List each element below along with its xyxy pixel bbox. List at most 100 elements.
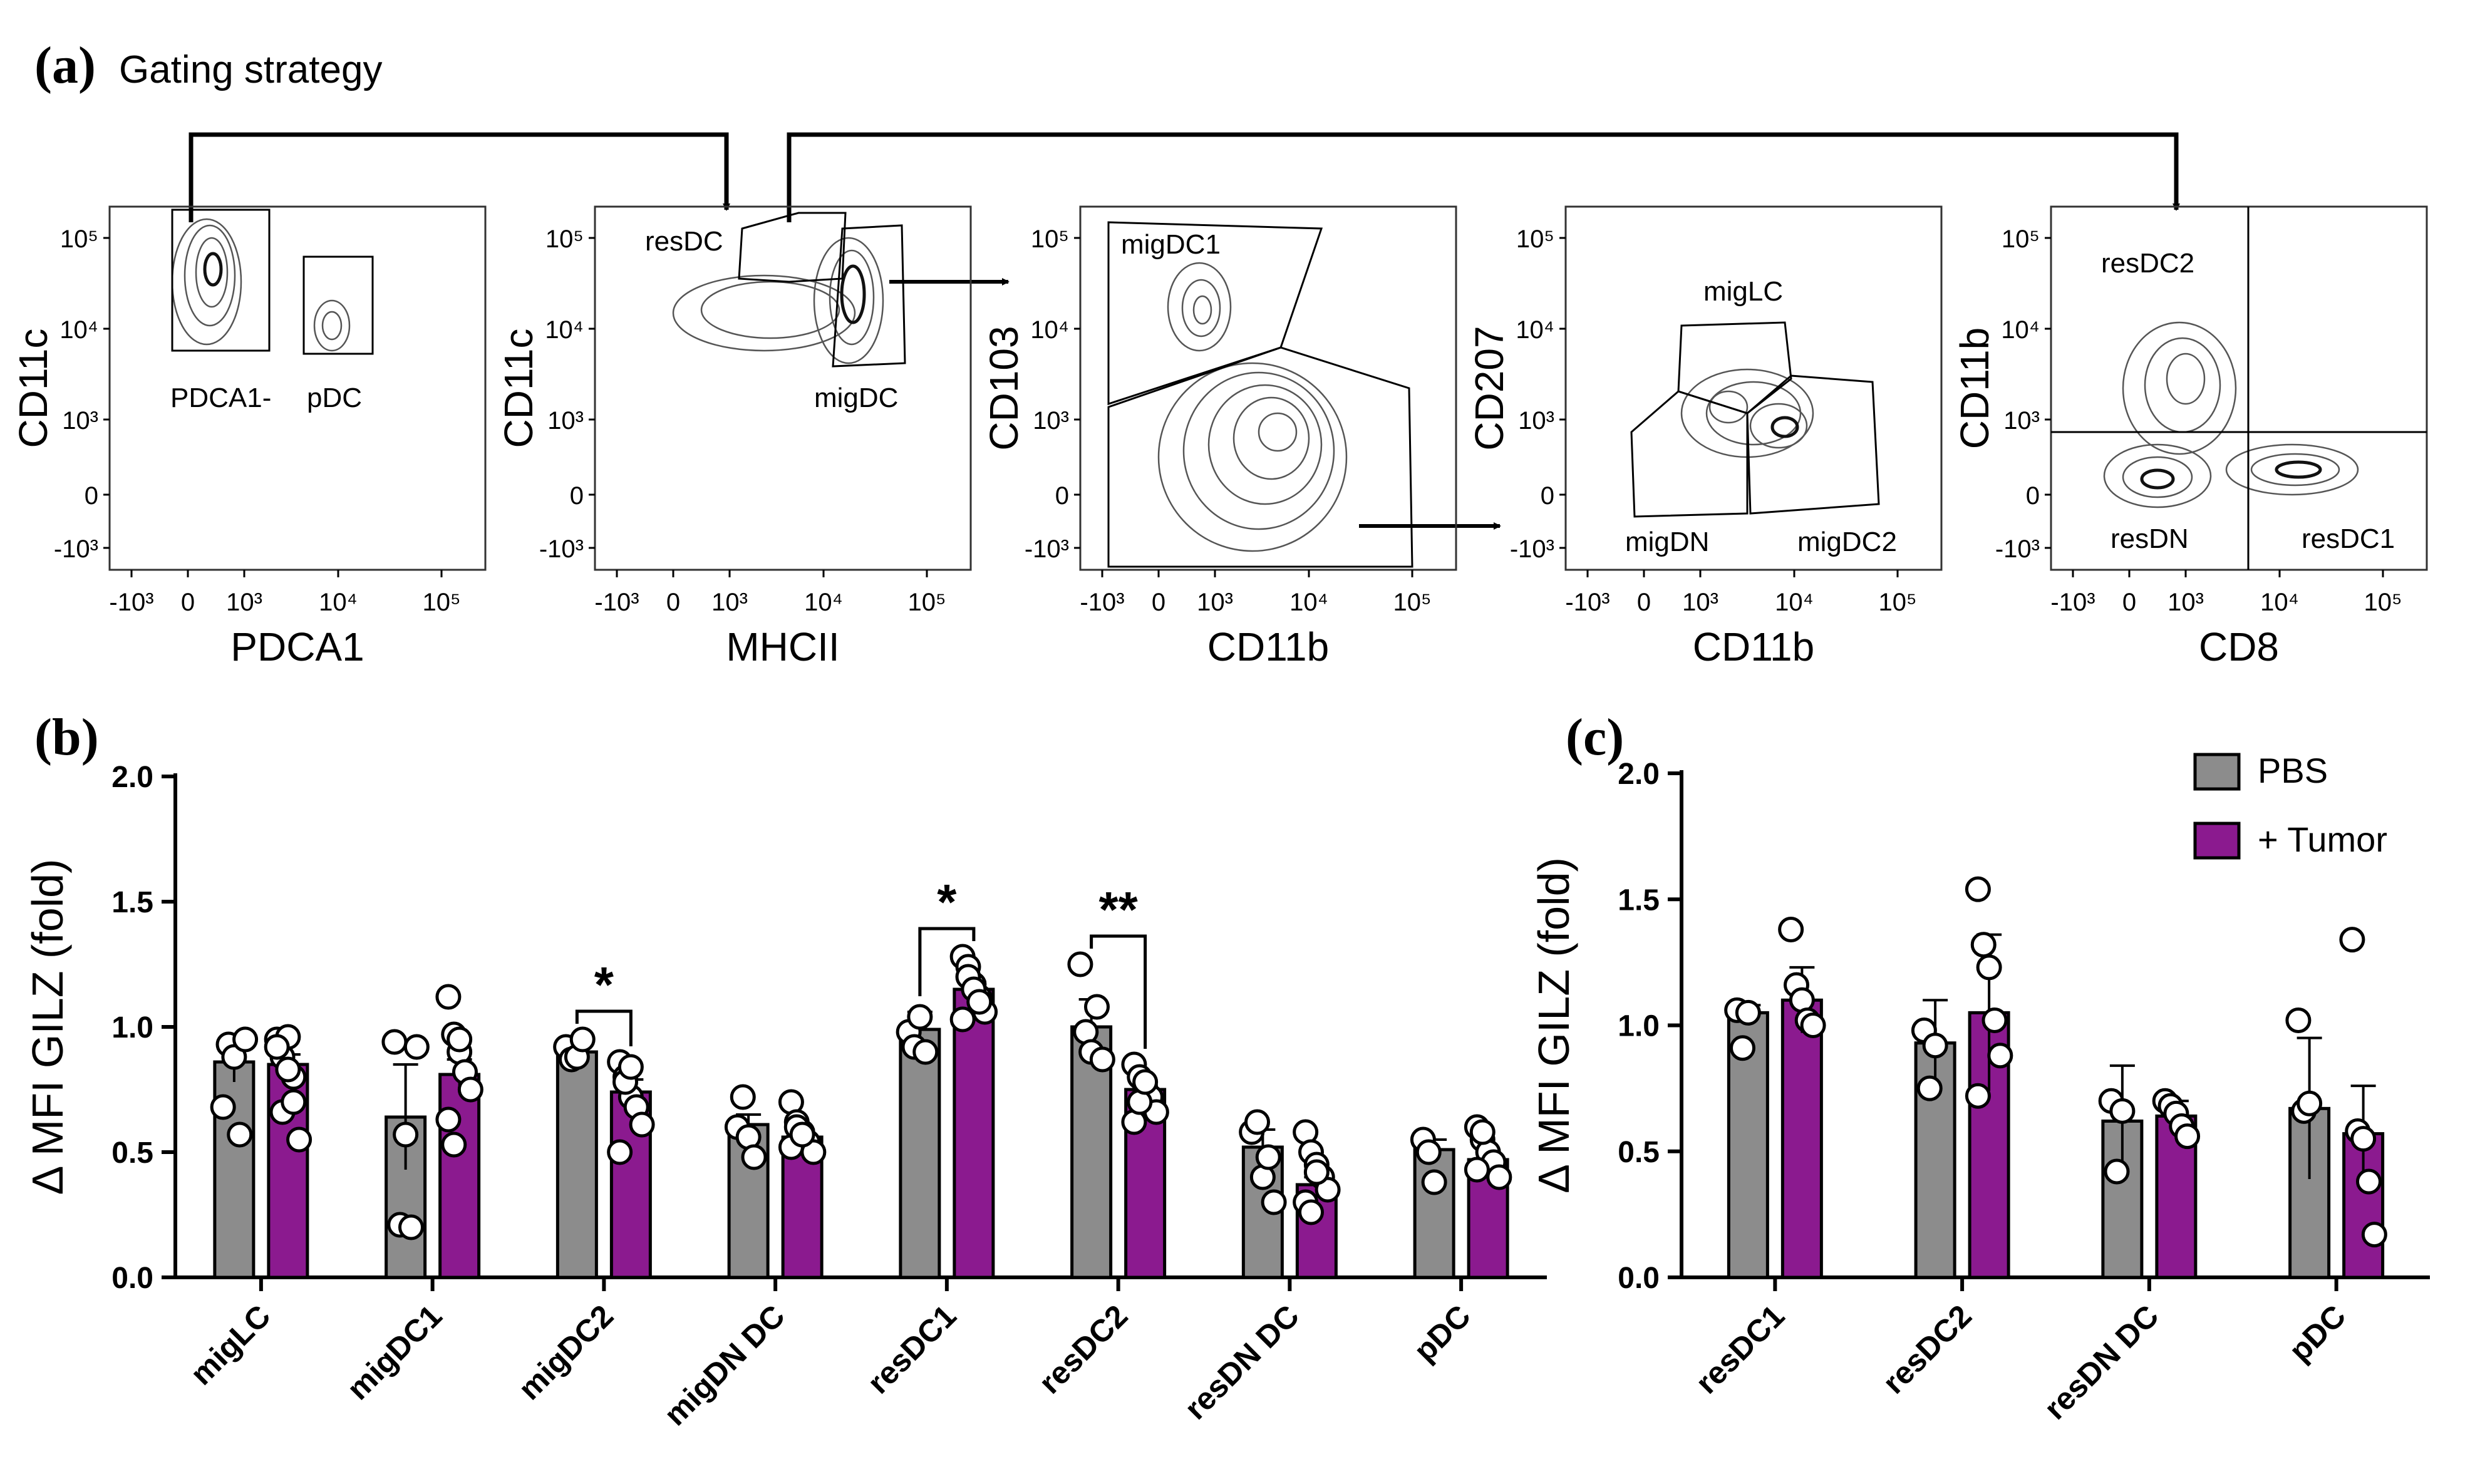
data-point <box>1469 1119 1496 1145</box>
data-point <box>457 1076 483 1103</box>
gate-migdc <box>832 224 906 368</box>
y-tick-label: 0 <box>2026 482 2040 510</box>
gating-arrow-2 <box>787 132 2180 222</box>
y-tick-label: 10⁴ <box>545 316 584 344</box>
x-axis-label: PDCA1 <box>230 624 364 669</box>
plot-frame <box>1079 205 1457 571</box>
data-point <box>966 989 993 1015</box>
gate-label: migDC2 <box>1797 527 1897 557</box>
y-tick-label: 0 <box>85 482 98 510</box>
data-point <box>210 1094 236 1120</box>
data-point <box>275 1056 301 1083</box>
data-point <box>1132 1069 1159 1095</box>
y-tick-label: 1.0 <box>1618 1010 1660 1043</box>
data-point <box>789 1121 815 1148</box>
x-axis-label: CD11b <box>1207 624 1329 669</box>
data-point <box>2297 1090 2323 1116</box>
y-tick-label: 1.5 <box>1618 884 1660 917</box>
data-point <box>286 1126 313 1153</box>
y-axis-label: CD11c <box>496 329 541 448</box>
x-tick-label: 10⁵ <box>1878 589 1916 616</box>
y-tick-label: 10⁵ <box>545 225 584 253</box>
data-point <box>398 1214 424 1240</box>
data-point <box>264 1034 290 1060</box>
x-tick-label: -10³ <box>1080 589 1124 616</box>
data-point <box>281 1089 307 1115</box>
data-point <box>1970 932 1997 958</box>
gate-label: resDC2 <box>2101 248 2194 279</box>
plot-frame <box>594 205 972 571</box>
y-tick-label: 1.0 <box>111 1011 153 1044</box>
data-point <box>1421 1169 1447 1195</box>
data-point <box>2355 1168 2382 1195</box>
x-tick-label: resDC1 <box>860 1298 963 1400</box>
x-tick-label: pDC <box>1407 1298 1477 1368</box>
y-tick-label: 0.5 <box>111 1136 153 1170</box>
panel-b-letter: (b) <box>34 708 99 766</box>
data-point <box>617 1054 644 1080</box>
y-tick-label: 0 <box>1055 482 1069 510</box>
y-tick-label: -10³ <box>1510 535 1554 563</box>
data-point <box>1778 917 1804 943</box>
chart-panel-b: 0.0 0.5 1.0 1.5 2.0 Δ MFI GILZ (fold) migLC mig… <box>23 761 1547 1433</box>
x-tick-label: 10⁵ <box>2364 589 2402 616</box>
y-axis-label: Δ MFI GILZ (fold) <box>1529 857 1578 1193</box>
data-point <box>1244 1109 1271 1135</box>
flow-plot-5: resDC2 resDN resDC1 CD11b CD8 <box>1952 205 2428 669</box>
panel-a: (a) Gating strategy PDCA1- pDC CD11c PDC… <box>11 36 2428 669</box>
y-tick-label: 10⁴ <box>2001 316 2040 344</box>
y-tick-label: 0.5 <box>1618 1136 1660 1169</box>
data-point <box>1067 951 1093 977</box>
data-point <box>569 1026 596 1053</box>
bar-pbs <box>2288 1106 2331 1279</box>
gate-label: migDC1 <box>1121 229 1221 260</box>
contour-population <box>2103 321 2359 508</box>
data-point <box>2174 1123 2201 1150</box>
y-tick-label: 10⁴ <box>1030 316 1069 344</box>
data-point <box>1255 1144 1281 1170</box>
significance-label: * <box>937 874 957 930</box>
gate-label: PDCA1- <box>170 383 271 413</box>
y-tick-label: 10⁵ <box>1031 225 1069 253</box>
x-tick-label: -10³ <box>2050 589 2095 616</box>
y-tick-label: -10³ <box>539 535 584 563</box>
data-point <box>2109 1098 2136 1124</box>
data-point <box>1486 1164 1512 1190</box>
data-point <box>1981 1007 2008 1033</box>
x-tick-label: 10⁵ <box>422 589 460 616</box>
x-tick-label: pDC <box>2282 1298 2352 1368</box>
data-point <box>1298 1199 1325 1225</box>
x-tick-label: -10³ <box>594 589 639 616</box>
y-axis-label: CD11b <box>1952 327 1997 449</box>
gating-arrow-1 <box>189 132 730 222</box>
gate-resdc <box>738 212 847 283</box>
bar-pbs <box>899 1028 941 1279</box>
data-point <box>403 1034 430 1060</box>
y-tick-label: 10⁵ <box>1516 225 1554 253</box>
x-tick-label: migLC <box>183 1298 277 1392</box>
data-point <box>949 1006 976 1033</box>
x-axis-label: CD11b <box>1693 624 1814 669</box>
gate-label: migDN <box>1625 527 1709 557</box>
contour-population <box>1680 368 1814 458</box>
data-point <box>1987 1043 2013 1069</box>
data-point <box>1916 1075 1943 1101</box>
y-tick-label: 2.0 <box>1618 758 1660 791</box>
y-tick-label: 1.5 <box>111 886 153 919</box>
data-point <box>2361 1222 2387 1248</box>
y-tick-label: -10³ <box>1995 535 2040 563</box>
panel-c: (c) 0.0 0.5 1.0 1.5 2.0 Δ MFI GILZ (fold) resD… <box>1529 708 2430 1426</box>
x-tick-label: 0 <box>1152 589 1165 616</box>
data-point <box>2339 927 2365 953</box>
gate-label: pDC <box>307 383 362 413</box>
y-tick-label: 10³ <box>62 407 98 435</box>
flow-plot-3: migDC1 CD103 CD11b <box>981 205 1457 669</box>
x-tick-label: -10³ <box>1565 589 1609 616</box>
y-tick-label: 0.0 <box>1618 1262 1660 1295</box>
bar-tumor <box>953 987 995 1279</box>
significance-bracket <box>918 927 976 996</box>
plot-frame <box>1564 205 1943 571</box>
significance-label: ** <box>1098 882 1138 937</box>
plot-frame <box>2050 205 2428 571</box>
